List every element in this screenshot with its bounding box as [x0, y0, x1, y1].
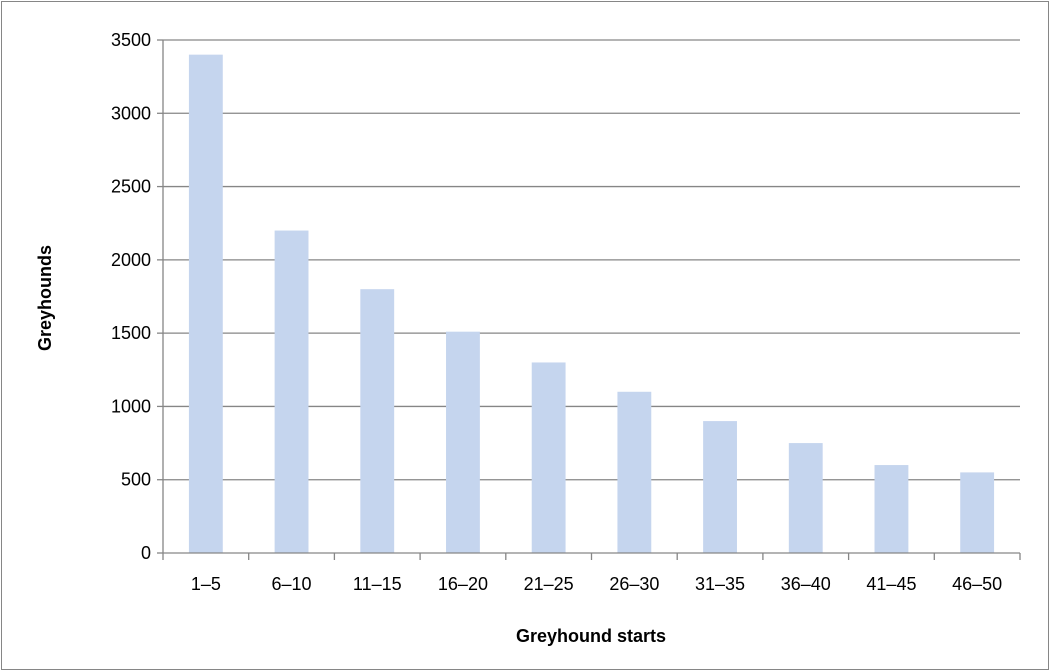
x-axis-title: Greyhound starts: [516, 626, 666, 646]
bar: [960, 472, 995, 553]
x-tick-label: 21–25: [524, 574, 574, 594]
bar: [531, 362, 566, 553]
x-tick-label: 36–40: [781, 574, 831, 594]
y-tick-label: 1000: [111, 396, 151, 416]
y-tick-label: 0: [141, 543, 151, 563]
x-tick-label: 1–5: [191, 574, 221, 594]
x-tick-label: 26–30: [609, 574, 659, 594]
x-tick-label: 41–45: [866, 574, 916, 594]
x-tick-labels: 1–5 6–10 11–15 16–20 21–25 26–30 31–35 36–40 41–…: [191, 574, 1002, 594]
x-tick-label: 46–50: [952, 574, 1002, 594]
bar: [703, 421, 737, 553]
y-axis-title: Greyhounds: [35, 245, 55, 351]
y-tick-label: 3000: [111, 103, 151, 123]
axes: [157, 39, 1021, 560]
y-tick-label: 3500: [111, 30, 151, 50]
y-tick-label: 2000: [111, 250, 151, 270]
bar: [274, 230, 309, 554]
bar: [446, 331, 480, 553]
y-tick-label: 1500: [111, 323, 151, 343]
x-tick-label: 11–15: [353, 574, 402, 594]
bar: [360, 289, 395, 553]
x-tick-label: 6–10: [272, 574, 312, 594]
bar: [617, 391, 652, 553]
y-tick-label: 500: [121, 470, 151, 490]
bars: [188, 54, 995, 554]
bar: [188, 54, 223, 554]
bar: [788, 443, 823, 553]
y-tick-labels: 0 500 1000 1500 2000 2500 3000 3500: [111, 30, 151, 563]
bar: [874, 465, 909, 553]
y-tick-label: 2500: [111, 177, 151, 197]
x-tick-label: 31–35: [695, 574, 745, 594]
x-tick-label: 16–20: [438, 574, 488, 594]
